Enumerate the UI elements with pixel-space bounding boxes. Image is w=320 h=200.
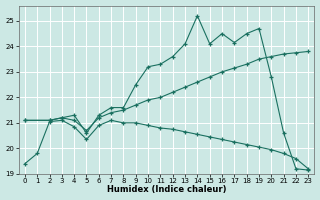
X-axis label: Humidex (Indice chaleur): Humidex (Indice chaleur) (107, 185, 226, 194)
